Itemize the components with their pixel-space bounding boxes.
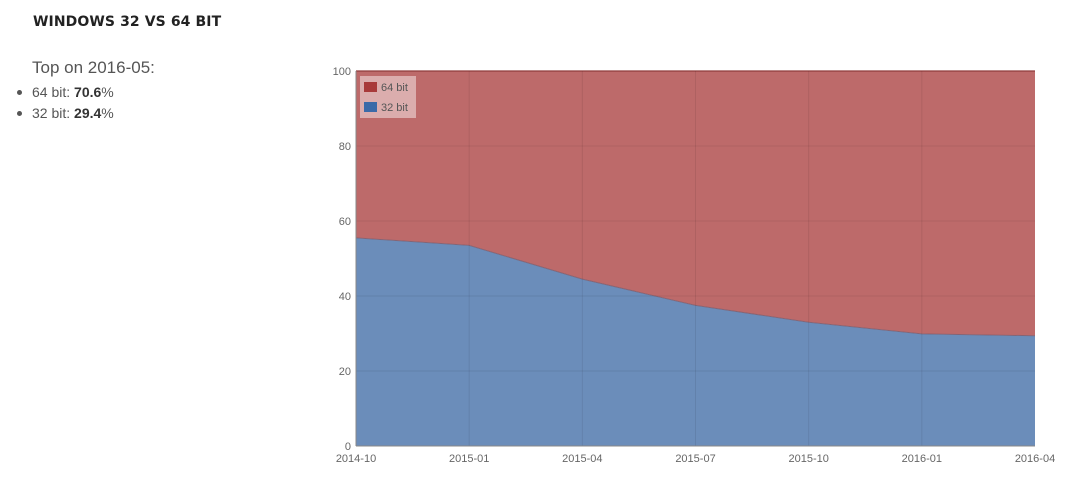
summary-label: 32 bit: <box>32 105 75 121</box>
x-tick-label: 2015-01 <box>449 453 489 465</box>
bullet-icon <box>17 90 22 95</box>
bullet-icon <box>17 111 22 116</box>
x-tick-label: 2016-01 <box>902 453 942 465</box>
section-title: WINDOWS 32 VS 64 BIT <box>33 14 222 30</box>
summary-heading: Top on 2016-05: <box>32 58 155 77</box>
x-tick-label: 2015-04 <box>562 453 602 465</box>
legend-swatch-64bit <box>364 82 377 92</box>
series-area-32bit <box>356 237 1035 446</box>
x-tick-label: 2016-04 <box>1015 453 1055 465</box>
y-tick-label: 40 <box>339 291 351 303</box>
summary-value: 29.4 <box>74 105 102 121</box>
y-tick-label: 80 <box>339 141 351 153</box>
legend-swatch-32bit <box>364 102 377 112</box>
summary-unit: % <box>101 84 114 100</box>
legend-label: 64 bit <box>381 82 408 94</box>
summary-item-32bit: 32 bit: 29.4% <box>16 103 155 124</box>
summary-label: 64 bit: <box>32 84 75 100</box>
x-tick-label: 2015-10 <box>788 453 828 465</box>
y-tick-label: 0 <box>345 441 351 453</box>
summary-item-64bit: 64 bit: 70.6% <box>16 82 155 103</box>
summary-list: 64 bit: 70.6% 32 bit: 29.4% <box>16 82 155 124</box>
legend-label: 32 bit <box>381 102 408 114</box>
x-tick-label: 2015-07 <box>675 453 715 465</box>
y-tick-label: 100 <box>333 66 351 78</box>
y-tick-label: 60 <box>339 216 351 228</box>
y-tick-label: 20 <box>339 366 351 378</box>
summary-panel: Top on 2016-05: 64 bit: 70.6% 32 bit: 29… <box>16 58 155 124</box>
summary-unit: % <box>101 105 114 121</box>
x-tick-label: 2014-10 <box>336 453 376 465</box>
series-area-64bit <box>356 71 1035 336</box>
series-line-32bit <box>355 237 1036 337</box>
summary-value: 70.6 <box>74 84 102 100</box>
